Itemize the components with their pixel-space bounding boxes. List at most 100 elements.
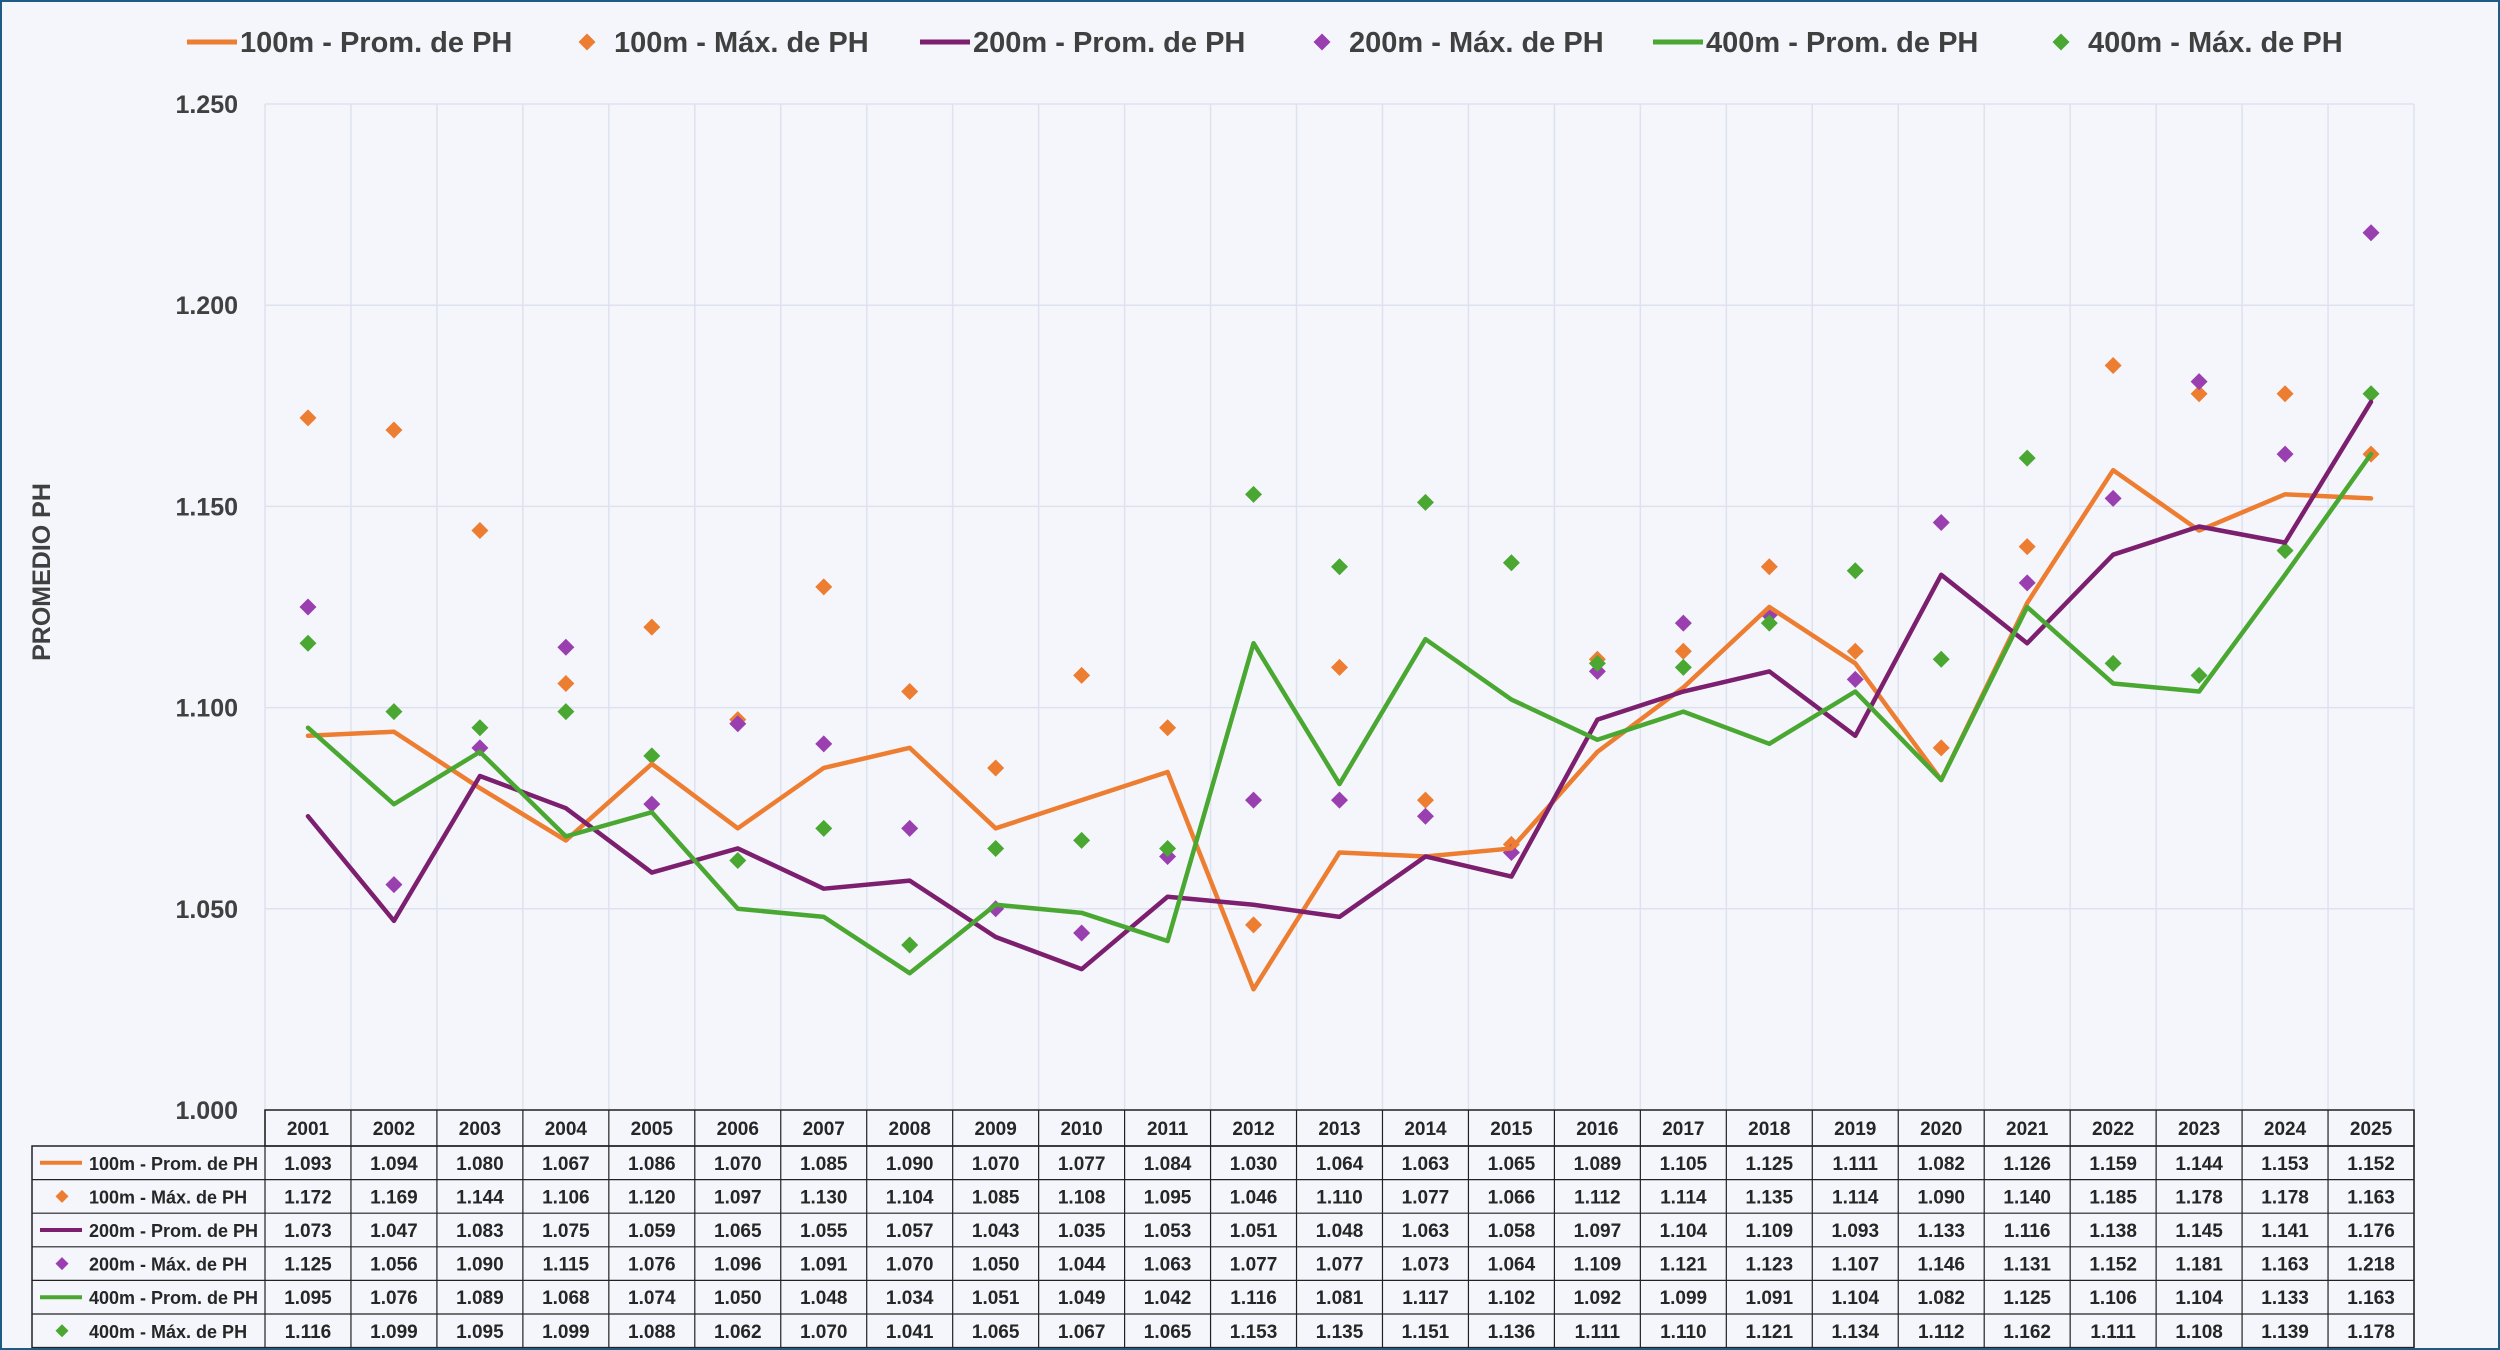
data-label: 1.093	[284, 1154, 332, 1175]
data-label: 1.104	[2175, 1288, 2223, 1309]
data-point	[1245, 916, 1263, 934]
y-tick-label: 1.100	[175, 695, 238, 723]
data-label: 1.121	[1746, 1322, 1794, 1343]
data-label: 1.163	[2347, 1288, 2395, 1309]
x-tick-label: 2014	[1404, 1119, 1447, 1140]
data-label: 1.067	[542, 1154, 590, 1175]
data-label: 1.053	[1144, 1221, 1192, 1242]
data-point	[1073, 666, 1091, 684]
data-point	[2018, 538, 2036, 556]
data-point	[643, 618, 661, 636]
data-label: 1.030	[1230, 1154, 1278, 1175]
data-point	[299, 598, 317, 616]
data-label: 1.152	[2089, 1255, 2137, 1276]
data-label: 1.104	[886, 1187, 934, 1208]
gridlines	[264, 103, 2415, 1111]
data-label: 1.064	[1316, 1154, 1364, 1175]
x-tick-label: 2005	[631, 1119, 674, 1140]
series-line	[305, 451, 2374, 976]
data-point	[2104, 357, 2122, 375]
data-label: 1.141	[2261, 1221, 2309, 1242]
data-label: 1.055	[800, 1221, 848, 1242]
data-label: 1.048	[1316, 1221, 1364, 1242]
plot-area	[265, 104, 2414, 1110]
data-point	[385, 703, 403, 721]
row-legend-marker	[55, 1324, 69, 1338]
data-label: 1.095	[284, 1288, 332, 1309]
data-label: 1.050	[972, 1255, 1020, 1276]
data-label: 1.099	[370, 1322, 418, 1343]
legend-item: 200m - Máx. de PH	[1313, 27, 1604, 59]
series-layer	[299, 224, 2380, 992]
table-row: 100m - Máx. de PH 1.172 1.169 1.144 1.106 1.1…	[55, 1187, 2395, 1208]
data-point	[1245, 485, 1263, 503]
data-point	[1502, 554, 1520, 572]
data-point	[2276, 542, 2294, 560]
data-point	[643, 747, 661, 765]
data-label: 1.109	[1574, 1255, 1622, 1276]
data-label: 1.152	[2347, 1154, 2395, 1175]
data-label: 1.044	[1058, 1255, 1106, 1276]
x-tick-label: 2017	[1662, 1119, 1704, 1140]
data-label: 1.059	[628, 1221, 676, 1242]
data-label: 1.048	[800, 1288, 848, 1309]
data-label: 1.070	[886, 1255, 934, 1276]
x-tick-label: 2023	[2178, 1119, 2220, 1140]
data-label: 1.073	[284, 1221, 332, 1242]
data-label: 1.108	[2175, 1322, 2223, 1343]
data-point	[1159, 719, 1177, 737]
data-point	[729, 852, 747, 870]
data-label: 1.058	[1488, 1221, 1536, 1242]
row-legend-marker	[55, 1189, 69, 1203]
data-label: 1.076	[370, 1288, 418, 1309]
data-label: 1.070	[714, 1154, 762, 1175]
data-label: 1.145	[2175, 1221, 2223, 1242]
data-label: 1.136	[1488, 1322, 1536, 1343]
legend-swatch-marker	[2052, 33, 2070, 51]
data-point	[471, 719, 489, 737]
data-point	[557, 638, 575, 656]
data-point	[1932, 739, 1950, 757]
data-point	[1416, 493, 1434, 511]
legend-swatch-marker	[1313, 33, 1331, 51]
x-tick-label: 2025	[2350, 1119, 2393, 1140]
data-point	[1159, 839, 1177, 857]
data-point	[1331, 558, 1348, 576]
data-label: 1.169	[370, 1187, 418, 1208]
data-label: 1.095	[456, 1322, 504, 1343]
data-point	[1331, 658, 1348, 676]
data-point	[815, 578, 833, 596]
data-label: 1.107	[1831, 1255, 1879, 1276]
data-point	[299, 409, 317, 427]
series-5-markers	[299, 385, 2380, 954]
data-label: 1.091	[800, 1255, 848, 1276]
data-label: 1.090	[886, 1154, 934, 1175]
x-tick-label: 2009	[975, 1119, 1017, 1140]
data-label: 1.115	[543, 1255, 590, 1276]
legend-swatch-marker	[578, 33, 596, 51]
data-label: 1.077	[1058, 1154, 1106, 1175]
data-label: 1.116	[285, 1322, 332, 1343]
data-label: 1.111	[1833, 1154, 1879, 1175]
data-label: 1.116	[1230, 1288, 1277, 1309]
data-point	[901, 936, 919, 954]
x-tick-label: 2004	[545, 1119, 588, 1140]
x-tick-label: 2018	[1748, 1119, 1790, 1140]
data-label: 1.181	[2175, 1255, 2223, 1276]
data-label: 1.050	[714, 1288, 762, 1309]
data-label: 1.051	[972, 1288, 1020, 1309]
data-label: 1.114	[1832, 1187, 1879, 1208]
data-label: 1.178	[2347, 1322, 2395, 1343]
x-tick-label: 2021	[2006, 1119, 2049, 1140]
data-label: 1.104	[1660, 1221, 1708, 1242]
data-point	[1245, 791, 1263, 809]
data-label: 1.041	[886, 1322, 934, 1343]
data-label: 1.093	[1831, 1221, 1879, 1242]
legend-label: 400m - Prom. de PH	[1706, 27, 1978, 59]
legend-item: 100m - Máx. de PH	[578, 27, 869, 59]
data-point	[1932, 513, 1950, 531]
row-label: 100m - Prom. de PH	[89, 1154, 258, 1174]
data-table: 2001 2002 2003 2004 2005 2006 2007 2008 2009 2010…	[31, 1109, 2415, 1348]
data-label: 1.076	[628, 1255, 676, 1276]
